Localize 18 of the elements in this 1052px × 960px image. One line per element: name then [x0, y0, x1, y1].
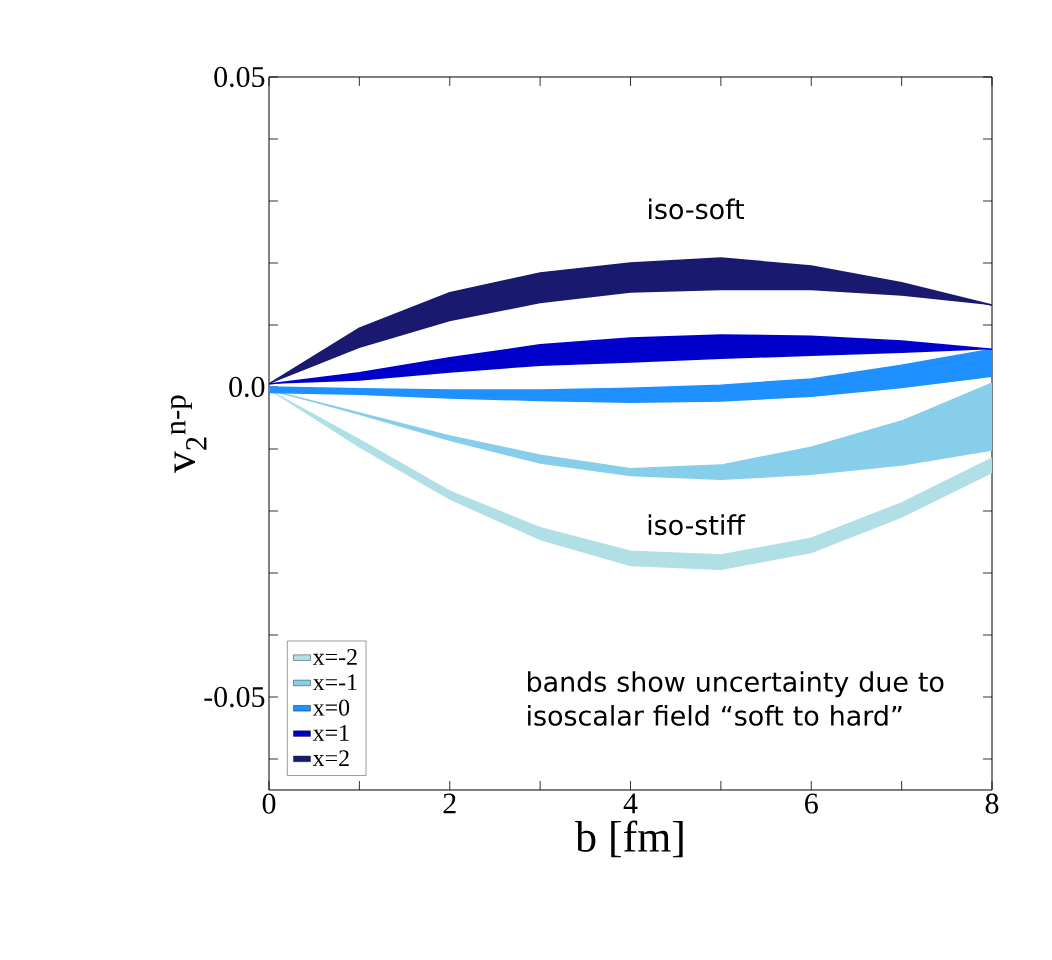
y-tick-label: -0.05: [204, 686, 265, 708]
y-axis-title: v$_{2}$n-p: [170, 395, 207, 474]
x-tick-label: 4: [623, 793, 638, 814]
legend-label: x=-2: [312, 649, 357, 665]
legend-label: x=1: [312, 724, 349, 741]
annotation: bands show uncertainty due to isoscalar field “soft to hard”: [528, 671, 944, 726]
y-tick-label: 0.0: [229, 376, 265, 398]
legend-label: x=2: [312, 750, 349, 767]
x-tick-label: 0: [262, 793, 276, 814]
legend-label: x=0: [312, 699, 350, 716]
x-tick-label: 8: [985, 793, 999, 814]
y-tick-label: 0.05: [214, 66, 265, 88]
x-tick-label: 6: [805, 793, 818, 814]
x-axis-title: b [fm]: [575, 820, 683, 858]
legend-label: x=-1: [312, 674, 357, 691]
annotation: iso-stiff: [648, 514, 746, 536]
annotation: iso-soft: [649, 198, 745, 220]
x-tick-label: 2: [443, 793, 456, 814]
